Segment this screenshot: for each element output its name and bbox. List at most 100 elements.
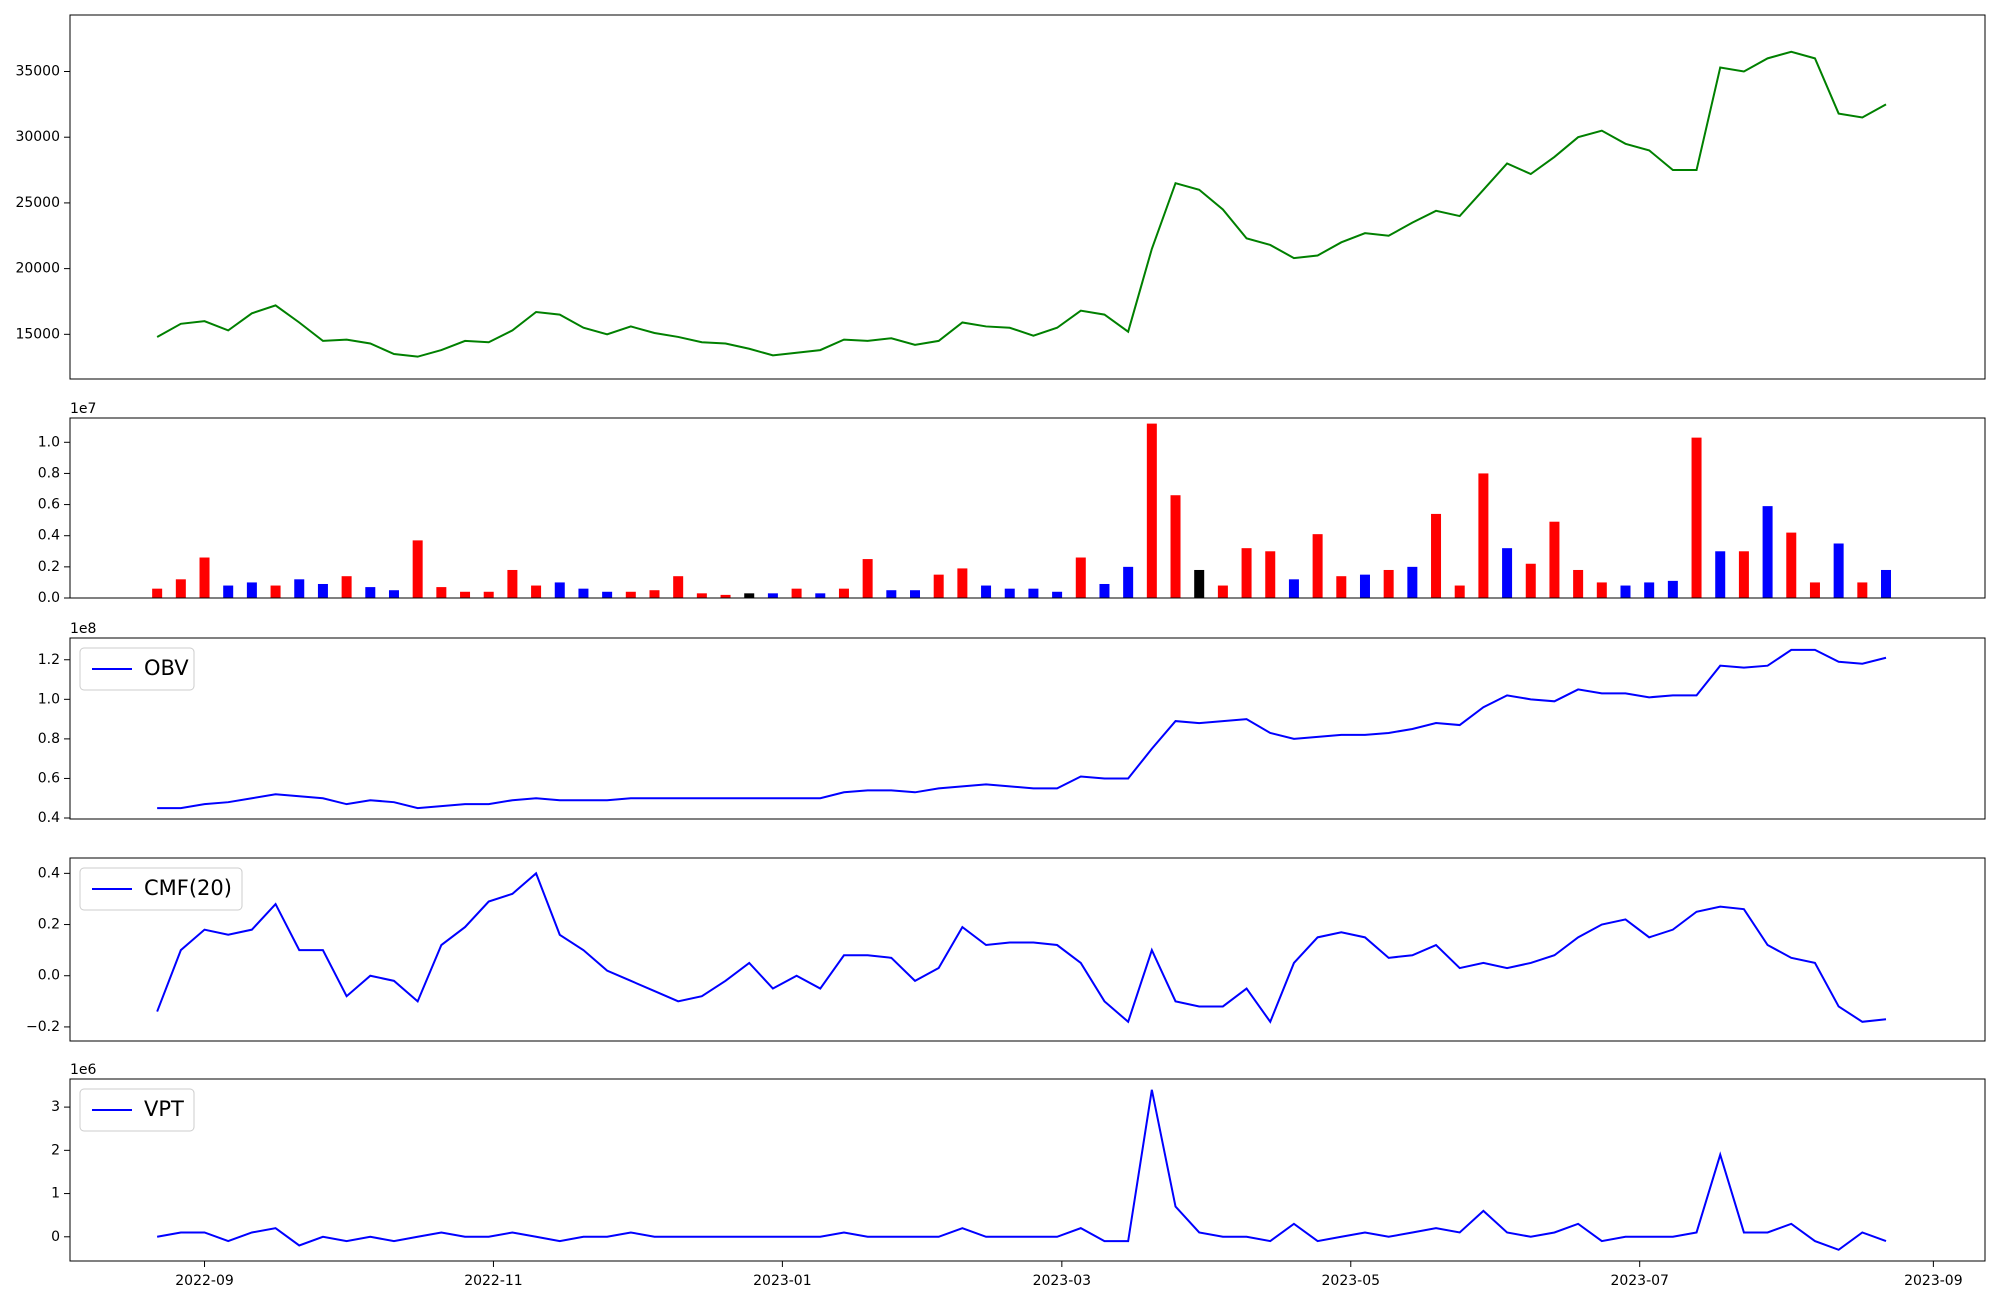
y-tick-label: 0.6: [38, 497, 60, 513]
y-tick-label: −0.2: [26, 1019, 60, 1035]
bar: [1265, 551, 1276, 598]
bar: [602, 591, 613, 598]
y-tick-label: 0.0: [38, 968, 60, 984]
bar: [1738, 551, 1749, 598]
bar: [1241, 548, 1252, 598]
bar: [1620, 585, 1631, 598]
bar: [270, 585, 281, 598]
y-tick-label: 0.4: [38, 528, 60, 544]
bar: [1454, 585, 1465, 598]
y-tick-label: 35000: [15, 64, 60, 80]
axes-frame: [69, 857, 1986, 1042]
bar: [1502, 548, 1513, 598]
y-tick-label: 0.0: [38, 590, 60, 606]
legend: OBV: [79, 647, 195, 691]
bar: [223, 585, 234, 598]
y-tick-label: 20000: [15, 261, 60, 277]
panel: 0.0 0.2 0.4 0.6 0.8 1.0 1e7: [38, 401, 1986, 606]
y-tick-label: 1.0: [38, 434, 60, 450]
panel: 0 1 2 3 2022-09 2022-11 2023-01 2023-03 2023-05 2…: [51, 1062, 1986, 1289]
axes-frame: [69, 637, 1986, 820]
bar: [1786, 532, 1797, 598]
bar: [1312, 534, 1323, 598]
bar: [1028, 588, 1039, 598]
bar: [1075, 557, 1086, 598]
bar: [483, 591, 494, 598]
bar: [744, 593, 755, 598]
bar: [791, 588, 802, 598]
bar: [1431, 513, 1442, 598]
y-tick-label: 1.2: [38, 652, 60, 668]
bar: [507, 569, 518, 598]
y-tick-label: 0.8: [38, 731, 60, 747]
bar: [957, 568, 968, 598]
bar: [1217, 585, 1228, 598]
bar: [578, 588, 589, 598]
line: [156, 871, 1887, 1024]
x-tick-label: 2023-01: [753, 1273, 812, 1289]
x-tick-label: 2022-11: [464, 1273, 523, 1289]
x-tick-label: 2022-09: [175, 1273, 234, 1289]
bar: [673, 576, 684, 598]
legend: VPT: [79, 1088, 195, 1132]
x-tick-label: 2023-05: [1322, 1273, 1381, 1289]
line: [156, 50, 1887, 358]
y-tick-label: 0.4: [38, 865, 60, 881]
bar: [1715, 551, 1726, 598]
line: [156, 1089, 1887, 1251]
bar: [152, 588, 163, 598]
bar: [1762, 506, 1773, 598]
bar: [246, 582, 257, 598]
bar: [696, 593, 707, 598]
bar: [1478, 473, 1489, 598]
offset-label: 1e6: [70, 1062, 97, 1078]
axes-frame: [69, 417, 1986, 599]
legend: CMF(20): [79, 867, 243, 911]
bar: [294, 579, 305, 598]
legend-label: OBV: [144, 656, 189, 680]
y-tick-label: 0.4: [38, 810, 60, 826]
bar: [388, 590, 399, 598]
legend-label: CMF(20): [144, 876, 232, 900]
bar: [1525, 563, 1536, 598]
bar: [1336, 576, 1347, 598]
bar: [1857, 582, 1868, 598]
bar: [412, 540, 423, 598]
line: [157, 648, 1887, 810]
bar: [910, 590, 921, 598]
y-tick-label: 3: [51, 1099, 60, 1115]
bar: [531, 585, 542, 598]
y-tick-label: 25000: [15, 195, 60, 211]
y-tick-label: 2: [51, 1142, 60, 1158]
bar: [436, 587, 447, 598]
y-tick-label: 1: [51, 1186, 60, 1202]
bar: [1691, 437, 1702, 598]
bar: [649, 590, 660, 598]
bar: [886, 590, 897, 598]
panel: 15000 20000 25000 30000 35000: [15, 14, 1986, 380]
offset-label: 1e8: [70, 621, 96, 637]
x-tick-label: 2023-07: [1610, 1273, 1669, 1289]
bar: [1288, 579, 1299, 598]
bar: [365, 587, 376, 598]
bar: [1004, 588, 1015, 598]
bar: [1833, 543, 1844, 598]
bar: [1549, 521, 1560, 598]
bar: [1359, 574, 1370, 598]
bar: [720, 594, 731, 598]
bar: [1644, 582, 1655, 598]
x-tick-label: 2023-03: [1033, 1273, 1092, 1289]
bar: [981, 585, 992, 598]
bar: [838, 588, 849, 598]
bar: [862, 559, 873, 598]
bar: [933, 574, 944, 598]
bar: [767, 593, 778, 598]
bar: [1052, 591, 1063, 598]
y-tick-label: 0.8: [38, 465, 60, 481]
bar: [815, 593, 826, 598]
bar: [1881, 569, 1892, 598]
y-tick-label: 0.2: [38, 559, 60, 575]
bar: [1596, 582, 1607, 598]
y-tick-label: 0: [51, 1229, 60, 1245]
